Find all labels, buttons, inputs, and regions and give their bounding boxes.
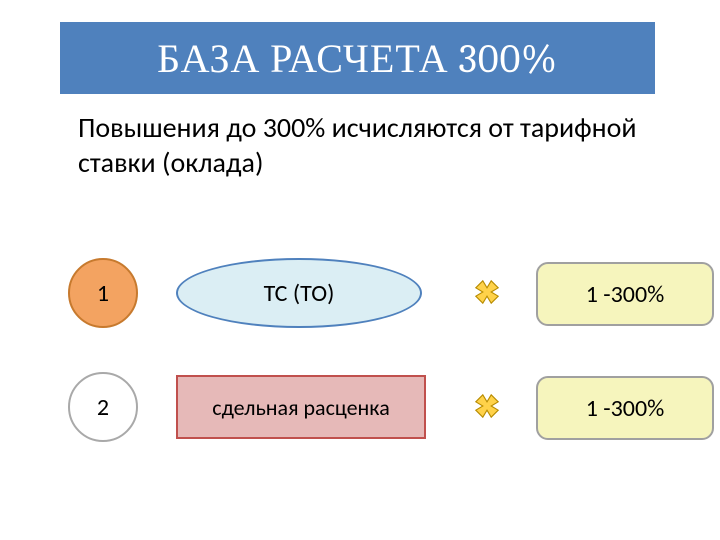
number-circle-1: 1 [68,258,138,328]
multiply-icon [473,278,501,306]
result-box-1: 1 -300% [536,262,714,326]
number-circle-2: 2 [68,372,138,442]
result-1-label: 1 -300% [586,280,665,309]
result-box-2: 1 -300% [536,376,714,440]
shape-ellipse-label: ТС (ТО) [264,279,335,308]
row-2: 2 сдельная расценка 1 -300% [68,372,138,442]
number-1-label: 1 [97,279,109,308]
row-1: 1 ТС (ТО) 1 -300% [68,258,138,328]
title-bar: БАЗА РАСЧЕТА 300% [60,22,655,94]
result-2-label: 1 -300% [586,394,665,423]
number-2-label: 2 [97,393,109,422]
shape-rect-label: сдельная расценка [212,394,389,421]
title-text: БАЗА РАСЧЕТА 300% [157,35,558,82]
shape-rect-rate: сдельная расценка [176,375,426,439]
subtitle-text: Повышения до 300% исчисляются от тарифно… [78,110,638,180]
multiply-icon [473,392,501,420]
shape-ellipse-tc: ТС (ТО) [176,258,422,328]
